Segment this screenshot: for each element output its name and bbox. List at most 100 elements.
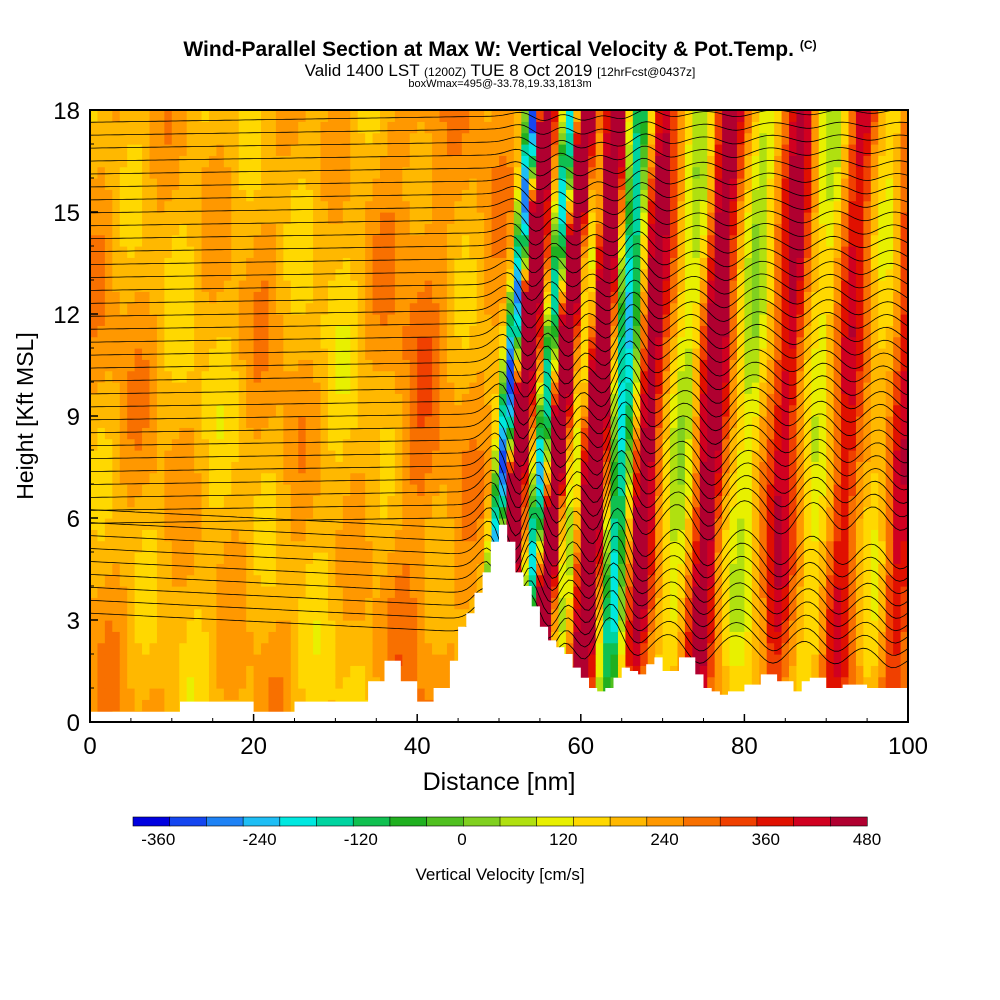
velocity-cell	[424, 280, 433, 292]
velocity-cell	[870, 291, 879, 304]
velocity-cell	[446, 257, 455, 270]
velocity-cell	[439, 484, 448, 496]
velocity-cell	[521, 495, 530, 508]
velocity-cell	[171, 370, 180, 383]
velocity-cell	[536, 314, 545, 326]
velocity-cell	[439, 495, 448, 508]
velocity-cell	[290, 200, 299, 213]
velocity-cell	[461, 450, 470, 462]
velocity-cell	[97, 438, 106, 451]
velocity-cell	[855, 450, 864, 462]
velocity-cell	[164, 472, 173, 485]
velocity-cell	[149, 336, 158, 349]
velocity-cell	[365, 472, 374, 485]
velocity-cell	[231, 302, 240, 315]
velocity-cell	[283, 257, 292, 270]
velocity-cell	[736, 438, 745, 451]
velocity-cell	[826, 495, 835, 508]
velocity-cell	[164, 518, 173, 530]
velocity-cell	[194, 223, 203, 236]
velocity-cell	[870, 268, 879, 281]
velocity-cell	[811, 438, 820, 451]
velocity-cell	[803, 620, 812, 632]
velocity-cell	[253, 665, 262, 678]
velocity-cell	[387, 484, 396, 496]
velocity-cell	[803, 529, 812, 542]
velocity-cell	[380, 438, 389, 451]
velocity-cell	[803, 608, 812, 621]
velocity-cell	[409, 336, 418, 349]
velocity-cell	[595, 382, 604, 394]
velocity-cell	[223, 461, 232, 474]
velocity-cell	[580, 540, 589, 553]
velocity-cell	[357, 665, 366, 678]
velocity-cell	[603, 393, 612, 406]
velocity-cell	[521, 416, 530, 428]
velocity-cell	[342, 223, 351, 236]
velocity-cell	[900, 393, 908, 406]
velocity-cell	[142, 359, 151, 372]
velocity-cell	[714, 495, 723, 508]
velocity-cell	[394, 427, 403, 440]
velocity-cell	[595, 472, 604, 485]
velocity-cell	[90, 586, 99, 598]
velocity-cell	[893, 348, 902, 360]
velocity-cell	[580, 586, 589, 598]
velocity-cell	[461, 620, 470, 632]
velocity-cell	[841, 461, 850, 474]
velocity-cell	[491, 472, 500, 485]
velocity-cell	[744, 246, 753, 258]
velocity-cell	[208, 314, 218, 326]
velocity-cell	[275, 246, 284, 258]
velocity-cell	[885, 518, 894, 530]
velocity-cell	[878, 518, 887, 530]
velocity-cell	[781, 495, 790, 508]
velocity-cell	[380, 540, 389, 553]
velocity-cell	[313, 586, 322, 598]
velocity-cell	[90, 631, 99, 644]
velocity-cell	[283, 234, 292, 247]
velocity-cell	[617, 563, 627, 576]
velocity-cell	[327, 382, 336, 394]
velocity-cell	[573, 223, 582, 236]
velocity-cell	[789, 608, 798, 621]
velocity-cell	[826, 608, 835, 621]
velocity-cell	[781, 359, 790, 372]
velocity-cell	[335, 552, 344, 564]
velocity-cell	[826, 631, 835, 644]
velocity-cell	[253, 620, 262, 632]
velocity-cell	[893, 404, 902, 417]
velocity-cell	[893, 280, 902, 292]
velocity-cell	[350, 336, 359, 349]
velocity-cell	[610, 280, 619, 292]
velocity-cell	[848, 223, 857, 236]
velocity-cell	[417, 495, 426, 508]
velocity-cell	[417, 631, 426, 644]
velocity-cell	[543, 325, 552, 338]
velocity-cell	[439, 676, 448, 689]
velocity-cell	[179, 518, 188, 530]
velocity-cell	[446, 495, 455, 508]
velocity-cell	[320, 472, 329, 485]
velocity-cell	[298, 529, 307, 542]
velocity-cell	[216, 563, 225, 576]
velocity-cell	[142, 529, 151, 542]
velocity-cell	[506, 314, 515, 326]
velocity-cell	[90, 234, 99, 247]
velocity-cell	[826, 348, 835, 360]
velocity-cell	[290, 688, 299, 700]
velocity-cell	[104, 427, 113, 440]
velocity-cell	[142, 665, 151, 678]
velocity-cell	[484, 223, 493, 236]
velocity-cell	[134, 325, 143, 338]
velocity-cell	[692, 620, 701, 632]
velocity-cell	[841, 370, 850, 383]
velocity-cell	[603, 427, 612, 440]
velocity-cell	[670, 597, 679, 610]
velocity-cell	[104, 382, 113, 394]
velocity-cell	[446, 608, 455, 621]
velocity-cell	[521, 484, 530, 496]
velocity-cell	[617, 586, 627, 598]
velocity-cell	[900, 246, 908, 258]
velocity-cell	[342, 359, 351, 372]
